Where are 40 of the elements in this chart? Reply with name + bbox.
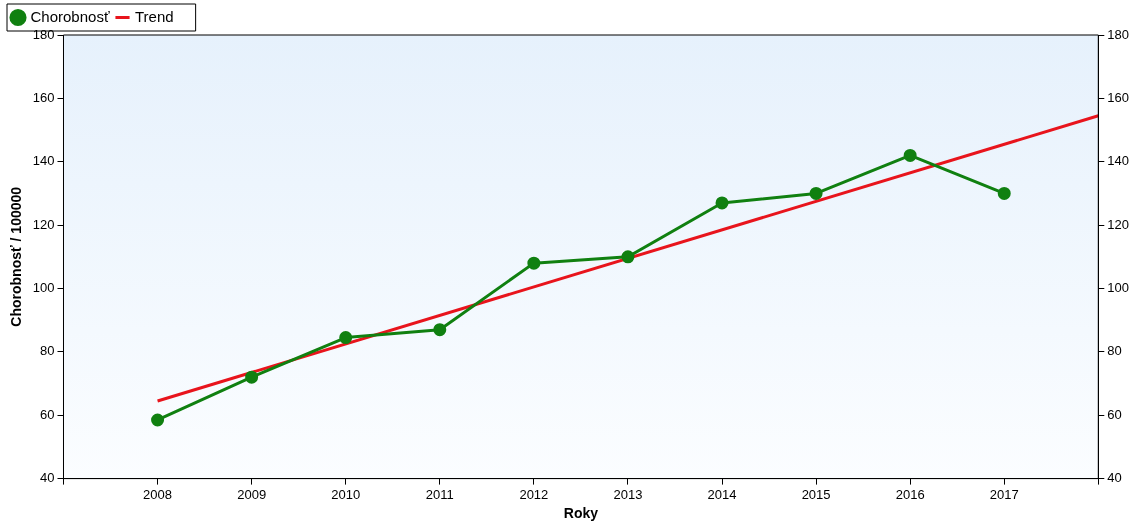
point <box>151 413 165 427</box>
x-axis-title: Roky <box>563 505 599 522</box>
legend-label: Chorobnosť <box>30 7 110 25</box>
point <box>527 256 541 270</box>
y2-tick-label: 120 <box>1107 216 1130 232</box>
point <box>245 370 259 384</box>
y2-tick-label: 100 <box>1107 280 1130 296</box>
x-tick-label: 2017 <box>989 486 1019 502</box>
y-tick-label: 140 <box>32 153 55 169</box>
y-tick-label: 100 <box>32 280 55 296</box>
x-tick-label: 2008 <box>143 486 173 502</box>
y-tick-label: 40 <box>40 470 55 486</box>
point <box>997 186 1011 200</box>
point <box>339 331 353 345</box>
y2-tick-label: 140 <box>1107 153 1130 169</box>
y2-tick-label: 180 <box>1107 26 1130 42</box>
x-tick-label: 2013 <box>613 486 643 502</box>
y2-tick-label: 80 <box>1107 343 1122 359</box>
y-axis-title: Chorobnosť / 100000 <box>8 186 25 327</box>
x-tick-label: 2011 <box>425 486 454 502</box>
x-tick-label: 2010 <box>331 486 361 502</box>
y2-tick-label: 40 <box>1107 470 1122 486</box>
y-tick-label: 120 <box>32 216 55 232</box>
x-tick-label: 2009 <box>237 486 267 502</box>
x-tick-label: 2016 <box>895 486 925 502</box>
y-tick-label: 80 <box>40 343 55 359</box>
point <box>809 186 823 200</box>
x-tick-label: 2014 <box>707 486 737 502</box>
point <box>621 250 635 264</box>
x-tick-label: 2012 <box>519 486 549 502</box>
y2-tick-label: 160 <box>1107 89 1130 105</box>
y-tick-label: 160 <box>32 89 55 105</box>
legend-label: Trend <box>135 7 174 25</box>
y2-tick-label: 60 <box>1107 406 1122 422</box>
y-tick-label: 180 <box>32 26 55 42</box>
point <box>433 323 447 337</box>
point <box>715 196 729 210</box>
x-tick-label: 2015 <box>801 486 831 502</box>
point <box>903 148 917 162</box>
y-tick-label: 60 <box>40 406 55 422</box>
